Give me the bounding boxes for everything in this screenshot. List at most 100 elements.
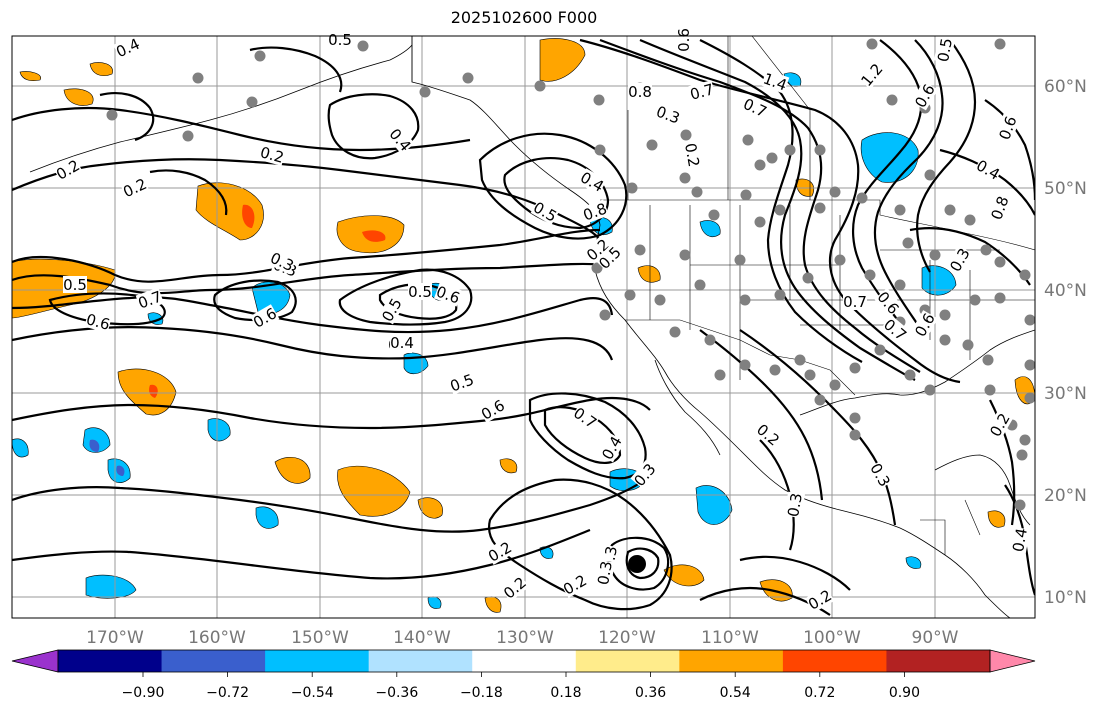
contour-label: 0.3	[594, 559, 616, 587]
contour-line	[12, 262, 606, 295]
colorbar-tick-label: −0.36	[375, 685, 418, 701]
station-dot	[924, 169, 936, 181]
longitude-label: 90°W	[912, 628, 959, 648]
colorbar-segment	[782, 650, 887, 672]
positive-anomaly-region	[499, 458, 518, 474]
station-dot	[814, 202, 826, 214]
contour-line	[478, 132, 628, 240]
contour-label-background	[857, 60, 886, 90]
station-dot	[814, 144, 826, 156]
map-frame	[11, 35, 1036, 619]
contour-line	[12, 396, 651, 430]
contour-label: 0.7	[843, 293, 867, 311]
contour-label-background	[628, 83, 652, 100]
contour-label-background	[120, 174, 150, 201]
colorbar-outline	[57, 649, 991, 673]
contour-line	[699, 329, 824, 501]
station-dot	[1024, 314, 1035, 326]
colorbar-tick-label: −0.72	[206, 685, 249, 701]
contour-line	[873, 39, 944, 329]
map-background	[12, 36, 1035, 618]
contour-label: 0.7	[688, 80, 716, 104]
longitude-label: 130°W	[496, 628, 554, 648]
contour-label-text: 0.4	[390, 334, 414, 352]
latitude-label: 40°N	[1044, 281, 1087, 301]
contour-label: 0.6	[434, 282, 463, 308]
contour-label-text: 0.3	[594, 560, 616, 587]
station-dot	[634, 244, 646, 256]
contour-label: 0.2	[681, 141, 703, 169]
contour-line	[625, 547, 660, 580]
negative-anomaly-region	[82, 427, 111, 453]
station-dot	[944, 204, 956, 216]
latitude-label: 60°N	[1044, 77, 1087, 97]
colorbar-tick-label: −0.18	[460, 685, 503, 701]
negative-anomaly-region	[255, 506, 279, 529]
graticule	[12, 36, 1035, 618]
contour-line	[12, 474, 651, 533]
contour-label-background	[408, 283, 432, 300]
contour-label: 0.8	[580, 199, 610, 225]
contour-line	[12, 295, 614, 334]
contour-label-background	[784, 491, 805, 519]
station-dot	[969, 294, 981, 306]
station-dot	[984, 384, 996, 396]
station-dot	[904, 369, 916, 381]
contour-label: 0.4	[390, 334, 414, 352]
contour-label-text: 0.5	[328, 31, 352, 49]
contour-label-text: 0.6	[675, 28, 693, 52]
contour-label-background	[328, 31, 352, 48]
latitude-label: 10°N	[1044, 588, 1087, 608]
station-dot	[849, 362, 861, 374]
contour-line	[939, 148, 1035, 216]
contour-label-background	[594, 559, 615, 587]
station-dot	[192, 72, 204, 84]
contour-label-background	[1009, 526, 1030, 554]
negative-anomaly-region	[12, 438, 29, 458]
contour-label-background	[390, 334, 414, 351]
contour-label-background	[995, 113, 1020, 143]
station-dot	[980, 244, 992, 256]
station-dot	[994, 256, 1006, 268]
station-dot	[849, 412, 861, 424]
negative-anomaly-region	[860, 132, 919, 183]
colorbar-segment	[58, 650, 163, 672]
contour-label-text: 0.6	[84, 310, 112, 334]
contour-label-background	[378, 295, 405, 325]
longitude-label: 170°W	[86, 628, 144, 648]
station-dot	[357, 40, 369, 52]
contour-label-text: 0.5	[934, 37, 956, 64]
contour-line	[12, 528, 591, 580]
contour-label-background	[688, 80, 716, 103]
contour-label-background	[595, 243, 625, 273]
latitude-label: 50°N	[1044, 179, 1087, 199]
contour-label-text: 0.4	[1009, 527, 1031, 554]
station-dot	[902, 237, 914, 249]
contour-label-text: 0.5	[63, 276, 87, 294]
colorbar-segment	[886, 650, 991, 672]
central-america-borders	[920, 499, 981, 555]
contour-label-background	[580, 199, 610, 224]
station-dot	[769, 364, 781, 376]
contour-label-text: 0.2	[681, 142, 703, 169]
contour-label-background	[258, 143, 286, 166]
colorbar-tick-label: 0.54	[720, 685, 751, 701]
contour-label: 0.3	[654, 102, 683, 128]
contour-line	[984, 99, 1035, 201]
contour-label-background	[934, 36, 955, 64]
contour-label-background	[583, 235, 613, 264]
positive-anomaly-region	[337, 465, 411, 517]
longitude-label: 120°W	[598, 628, 656, 648]
colorbar-segment	[368, 650, 473, 672]
black-dot-marker	[628, 555, 646, 573]
station-dot	[182, 130, 194, 142]
station-dot	[894, 204, 906, 216]
contour-label: 0.5	[408, 283, 432, 301]
contour-label-background	[485, 538, 515, 565]
positive-anomaly-region	[117, 368, 177, 416]
contour-label-background	[500, 573, 530, 602]
positive-anomaly-region	[417, 497, 443, 519]
longitude-label: 100°W	[803, 628, 861, 648]
contour-label-background	[135, 287, 165, 312]
